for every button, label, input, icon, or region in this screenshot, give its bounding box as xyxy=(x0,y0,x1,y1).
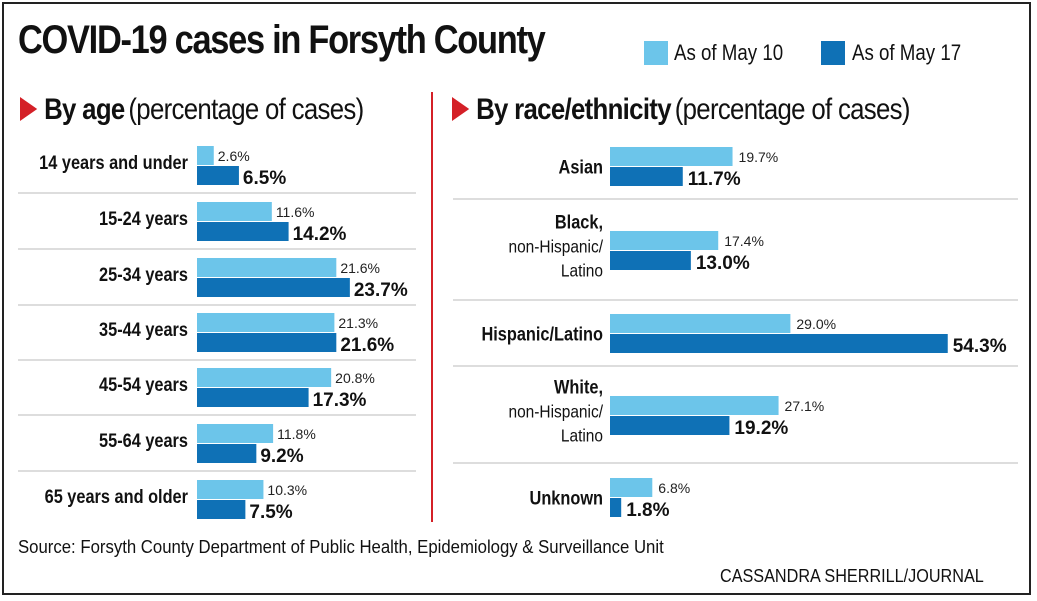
age-category-label: 45-54 years xyxy=(99,374,188,395)
infographic-frame xyxy=(2,2,1031,595)
race-bar-may10 xyxy=(610,396,779,415)
race-category-label: Asian xyxy=(559,156,603,177)
age-bar-may17 xyxy=(197,388,309,407)
race-bar-may10 xyxy=(610,478,653,497)
age-heading-bold: By age xyxy=(44,93,125,126)
age-value-may10: 11.6% xyxy=(276,204,315,220)
race-heading-bold: By race/ethnicity xyxy=(476,93,671,126)
age-value-may17: 23.7% xyxy=(354,280,408,301)
age-value-may10: 20.8% xyxy=(335,370,375,386)
age-bar-may10 xyxy=(197,424,274,443)
race-bar-may10 xyxy=(610,314,791,333)
race-value-may17: 11.7% xyxy=(688,169,741,190)
race-value-may10: 19.7% xyxy=(739,149,779,165)
race-category-label: Latino xyxy=(561,260,603,280)
race-bar-may17 xyxy=(610,167,683,186)
age-value-may17: 6.5% xyxy=(243,168,286,189)
age-bar-may17 xyxy=(197,333,337,352)
race-value-may10: 17.4% xyxy=(724,233,764,249)
legend-label-may17: As of May 17 xyxy=(852,40,962,65)
race-value-may17: 19.2% xyxy=(734,418,788,439)
race-value-may17: 13.0% xyxy=(696,253,750,274)
age-bar-may17 xyxy=(197,278,350,297)
age-value-may17: 9.2% xyxy=(260,446,303,467)
age-value-may10: 21.6% xyxy=(340,260,380,276)
age-heading-light: (percentage of cases) xyxy=(128,93,364,126)
race-bar-may10 xyxy=(610,147,733,166)
race-category-label: Hispanic/Latino xyxy=(481,323,603,344)
age-bar-may10 xyxy=(197,258,337,277)
age-bar-may17 xyxy=(197,166,239,185)
legend-label-may10: As of May 10 xyxy=(674,40,784,65)
race-section-heading: By race/ethnicity (percentage of cases) xyxy=(452,93,910,127)
race-category-label: non-Hispanic/ xyxy=(508,401,603,421)
race-category-label: Unknown xyxy=(530,487,603,508)
age-value-may10: 21.3% xyxy=(338,315,378,331)
age-category-label: 35-44 years xyxy=(99,319,188,340)
age-bar-may17 xyxy=(197,444,257,463)
age-value-may17: 17.3% xyxy=(313,390,367,411)
age-bar-may10 xyxy=(197,368,332,387)
race-category-label: Latino xyxy=(561,425,603,445)
age-bar-may10 xyxy=(197,146,214,165)
race-category-label: non-Hispanic/ xyxy=(508,236,603,256)
age-value-may17: 14.2% xyxy=(293,224,347,245)
age-value-may10: 11.8% xyxy=(277,426,316,442)
age-value-may17: 7.5% xyxy=(249,502,292,523)
race-bar-may17 xyxy=(610,251,691,270)
age-value-may17: 21.6% xyxy=(340,335,394,356)
legend-swatch-may17 xyxy=(821,41,845,65)
credit-line: CASSANDRA SHERRILL/JOURNAL xyxy=(720,566,984,586)
triangle-marker-icon xyxy=(20,97,38,121)
race-value-may17: 1.8% xyxy=(626,500,669,521)
race-value-may10: 27.1% xyxy=(785,398,825,414)
race-value-may10: 29.0% xyxy=(796,316,836,332)
race-value-may17: 54.3% xyxy=(953,336,1007,357)
race-heading-light: (percentage of cases) xyxy=(674,93,911,126)
legend-swatch-may10 xyxy=(644,41,668,65)
age-category-label: 14 years and under xyxy=(39,152,188,173)
age-value-may10: 2.6% xyxy=(218,148,250,164)
race-bar-may10 xyxy=(610,231,719,250)
age-bar-may17 xyxy=(197,500,246,519)
race-value-may10: 6.8% xyxy=(658,480,690,496)
race-bar-may17 xyxy=(610,416,730,435)
age-bar-may10 xyxy=(197,313,335,332)
age-bar-may17 xyxy=(197,222,289,241)
section-divider xyxy=(431,92,433,522)
triangle-marker-icon xyxy=(452,97,470,121)
chart-title: COVID-19 cases in Forsyth County xyxy=(18,18,546,62)
age-category-label: 65 years and older xyxy=(45,486,188,507)
age-section-heading: By age (percentage of cases) xyxy=(20,93,364,127)
age-category-label: 25-34 years xyxy=(99,264,188,285)
source-note: Source: Forsyth County Department of Pub… xyxy=(18,537,664,557)
race-category-label: White, xyxy=(554,376,603,397)
race-bar-may17 xyxy=(610,498,622,517)
race-bar-may17 xyxy=(610,334,948,353)
age-category-label: 15-24 years xyxy=(99,208,188,229)
age-bar-may10 xyxy=(197,202,272,221)
age-category-label: 55-64 years xyxy=(99,430,188,451)
age-bar-may10 xyxy=(197,480,264,499)
race-category-label: Black, xyxy=(555,211,603,232)
age-value-may10: 10.3% xyxy=(267,482,307,498)
